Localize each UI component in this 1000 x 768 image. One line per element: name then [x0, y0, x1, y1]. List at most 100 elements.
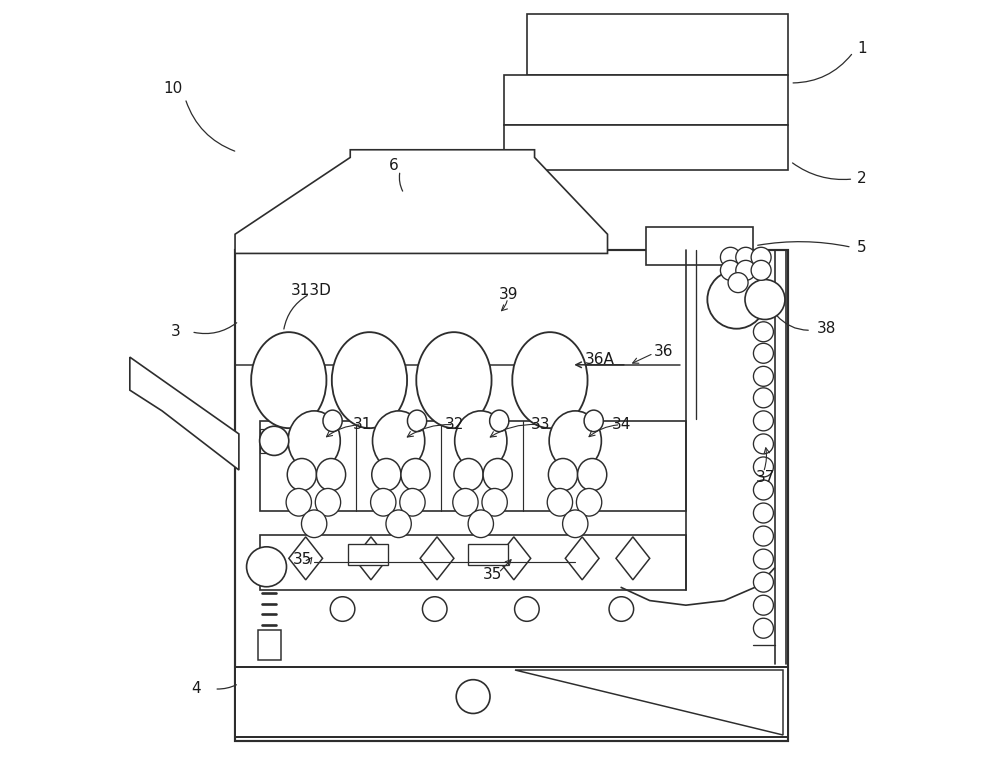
- Ellipse shape: [512, 332, 588, 429]
- Circle shape: [753, 503, 773, 523]
- Circle shape: [753, 595, 773, 615]
- Circle shape: [736, 260, 756, 280]
- Ellipse shape: [490, 410, 509, 432]
- Ellipse shape: [401, 458, 430, 491]
- Polygon shape: [354, 537, 388, 580]
- Text: 5: 5: [857, 240, 867, 255]
- Polygon shape: [565, 537, 599, 580]
- Ellipse shape: [315, 488, 341, 516]
- Bar: [260, 421, 686, 511]
- Circle shape: [422, 597, 447, 621]
- Polygon shape: [235, 150, 608, 253]
- Circle shape: [753, 366, 773, 386]
- Text: 32: 32: [445, 417, 464, 432]
- Circle shape: [247, 547, 286, 587]
- Circle shape: [753, 434, 773, 454]
- Circle shape: [753, 343, 773, 363]
- Ellipse shape: [455, 411, 507, 471]
- Ellipse shape: [332, 332, 407, 429]
- Circle shape: [753, 322, 773, 342]
- Polygon shape: [130, 357, 239, 470]
- Text: 35: 35: [483, 567, 502, 582]
- Circle shape: [720, 260, 740, 280]
- Circle shape: [753, 618, 773, 638]
- Ellipse shape: [251, 332, 326, 429]
- Bar: [235, 667, 788, 737]
- Text: 2: 2: [857, 171, 867, 187]
- Ellipse shape: [287, 458, 316, 491]
- Ellipse shape: [372, 458, 401, 491]
- Polygon shape: [420, 537, 454, 580]
- Circle shape: [728, 273, 748, 293]
- Bar: [258, 630, 281, 660]
- Polygon shape: [616, 537, 650, 580]
- Ellipse shape: [576, 488, 602, 516]
- Bar: [527, 14, 788, 75]
- Ellipse shape: [547, 488, 573, 516]
- Ellipse shape: [453, 488, 478, 516]
- Text: 33: 33: [531, 417, 550, 432]
- Ellipse shape: [468, 510, 493, 538]
- Circle shape: [751, 247, 771, 267]
- Text: 3: 3: [171, 324, 181, 339]
- Bar: [504, 125, 788, 170]
- Circle shape: [330, 597, 355, 621]
- Circle shape: [753, 457, 773, 477]
- Text: 313D: 313D: [291, 283, 332, 298]
- Ellipse shape: [548, 458, 578, 491]
- Bar: [646, 227, 753, 265]
- Text: 6: 6: [389, 157, 398, 173]
- Bar: [260, 535, 686, 590]
- Polygon shape: [235, 250, 788, 741]
- Ellipse shape: [301, 510, 327, 538]
- Ellipse shape: [483, 458, 512, 491]
- Ellipse shape: [386, 510, 411, 538]
- Ellipse shape: [371, 488, 396, 516]
- Polygon shape: [515, 670, 783, 735]
- Circle shape: [753, 480, 773, 500]
- Circle shape: [753, 411, 773, 431]
- Ellipse shape: [416, 332, 492, 429]
- Ellipse shape: [578, 458, 607, 491]
- Text: 38: 38: [816, 321, 836, 336]
- Circle shape: [753, 526, 773, 546]
- Text: 39: 39: [498, 286, 518, 302]
- Text: 36: 36: [654, 344, 673, 359]
- Circle shape: [751, 260, 771, 280]
- Circle shape: [260, 426, 289, 455]
- Circle shape: [736, 247, 756, 267]
- Ellipse shape: [563, 510, 588, 538]
- Ellipse shape: [549, 411, 601, 471]
- Ellipse shape: [373, 411, 425, 471]
- Polygon shape: [497, 537, 531, 580]
- Bar: [348, 544, 388, 565]
- Text: 35: 35: [293, 551, 312, 567]
- Ellipse shape: [316, 458, 346, 491]
- Text: 34: 34: [611, 417, 631, 432]
- Ellipse shape: [323, 410, 342, 432]
- Ellipse shape: [454, 458, 483, 491]
- Ellipse shape: [400, 488, 425, 516]
- Text: 1: 1: [857, 41, 867, 56]
- Ellipse shape: [482, 488, 507, 516]
- Circle shape: [753, 388, 773, 408]
- Text: 10: 10: [164, 81, 183, 96]
- Circle shape: [745, 280, 785, 319]
- Circle shape: [720, 247, 740, 267]
- Circle shape: [456, 680, 490, 713]
- Bar: [468, 544, 508, 565]
- Circle shape: [707, 270, 766, 329]
- Ellipse shape: [584, 410, 603, 432]
- Circle shape: [753, 572, 773, 592]
- Text: 36A: 36A: [584, 352, 614, 367]
- Text: 31: 31: [353, 417, 372, 432]
- Bar: [260, 429, 279, 453]
- Text: 4: 4: [191, 681, 201, 697]
- Circle shape: [515, 597, 539, 621]
- Ellipse shape: [407, 410, 427, 432]
- Circle shape: [753, 549, 773, 569]
- Circle shape: [609, 597, 634, 621]
- Ellipse shape: [286, 488, 311, 516]
- Polygon shape: [289, 537, 323, 580]
- Ellipse shape: [288, 411, 340, 471]
